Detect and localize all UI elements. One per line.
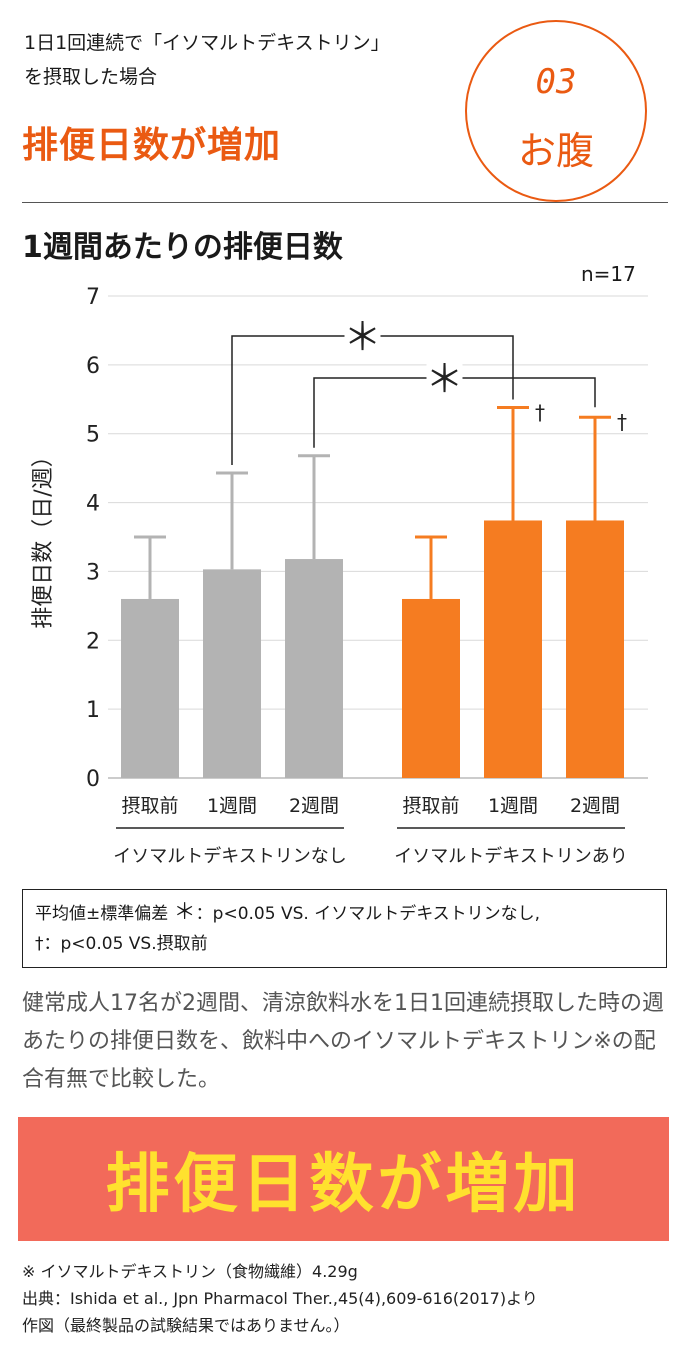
bar xyxy=(402,598,460,778)
dagger-marker: † xyxy=(535,401,545,425)
result-banner: 排便日数が増加 xyxy=(18,1117,669,1241)
y-tick-label: 0 xyxy=(86,767,100,792)
section-badge: 03 お腹 xyxy=(465,20,647,202)
legend-plus-minus: ± xyxy=(86,904,101,924)
headline: 排便日数が増加 xyxy=(22,125,282,166)
y-tick-label: 4 xyxy=(86,492,100,517)
legend-sd: 標準偏差 xyxy=(100,904,169,924)
bar xyxy=(566,520,624,778)
legend-mean: 平均値 xyxy=(35,904,86,924)
x-tick-label: 2週間 xyxy=(289,795,339,817)
bar xyxy=(285,559,343,778)
y-tick-label: 2 xyxy=(86,629,100,654)
x-tick-label: 摂取前 xyxy=(121,795,178,817)
x-tick-label: 2週間 xyxy=(570,795,620,817)
group-label: イソマルトデキストリンなし xyxy=(113,846,346,867)
legend-star-text: ：p<0.05 VS. イソマルトデキストリンなし, xyxy=(195,904,541,924)
x-tick-label: 1週間 xyxy=(488,795,538,817)
description: 健常成人17名が2週間、清涼飲料水を1日1回連続摂取した時の週あたりの排便日数を… xyxy=(22,991,664,1092)
legend-line-2: †：p<0.05 VS.摂取前 xyxy=(35,929,654,959)
y-axis-label: 排便日数（日/週） xyxy=(31,445,56,628)
legend-dagger-text: ：p<0.05 VS.摂取前 xyxy=(43,934,208,954)
intro-line-1: 1日1回連続で「イソマルトデキストリン」 xyxy=(24,32,390,54)
y-tick-label: 3 xyxy=(86,560,100,585)
intro-line-2: を摂取した場合 xyxy=(24,66,158,88)
bar xyxy=(121,598,179,778)
footnotes: ※ イソマルトデキストリン（食物繊維）4.29g 出典：Ishida et al… xyxy=(22,1258,538,1339)
badge-label: お腹 xyxy=(517,129,594,173)
footnote-disclaimer: 作図（最終製品の試験結果ではありません。） xyxy=(22,1316,350,1335)
badge-number: 03 xyxy=(535,62,577,102)
legend-star: ＊ xyxy=(173,900,196,925)
sample-size: n=17 xyxy=(581,262,636,286)
chart-title: 1週間あたりの排便日数 xyxy=(22,230,343,265)
legend-line-1: 平均値±標準偏差 ＊：p<0.05 VS. イソマルトデキストリンなし, xyxy=(35,898,654,929)
bar xyxy=(203,569,261,778)
bar xyxy=(484,520,542,778)
footnote-source: 出典：Ishida et al., Jpn Pharmacol Ther.,45… xyxy=(22,1289,538,1308)
x-tick-label: 1週間 xyxy=(207,795,257,817)
legend-dagger: † xyxy=(35,934,44,954)
significance-mark-bg xyxy=(426,364,463,392)
intro-text: 1日1回連続で「イソマルトデキストリン」 を摂取した場合 xyxy=(24,26,390,94)
footnote-ingredient: ※ イソマルトデキストリン（食物繊維）4.29g xyxy=(22,1262,358,1281)
group-label: イソマルトデキストリンあり xyxy=(394,846,627,867)
y-tick-label: 7 xyxy=(86,285,100,310)
banner-text: 排便日数が増加 xyxy=(105,1148,582,1222)
x-tick-label: 摂取前 xyxy=(402,795,459,817)
dagger-marker: † xyxy=(617,410,627,434)
divider xyxy=(22,202,668,203)
significance-mark-bg xyxy=(344,322,381,350)
significance-mark: ＊ xyxy=(343,315,381,359)
significance-mark: ＊ xyxy=(425,357,463,401)
y-tick-label: 5 xyxy=(86,423,100,448)
y-tick-label: 1 xyxy=(86,698,100,723)
y-tick-label: 6 xyxy=(86,354,100,379)
legend-box: 平均値±標準偏差 ＊：p<0.05 VS. イソマルトデキストリンなし, †：p… xyxy=(22,889,667,968)
